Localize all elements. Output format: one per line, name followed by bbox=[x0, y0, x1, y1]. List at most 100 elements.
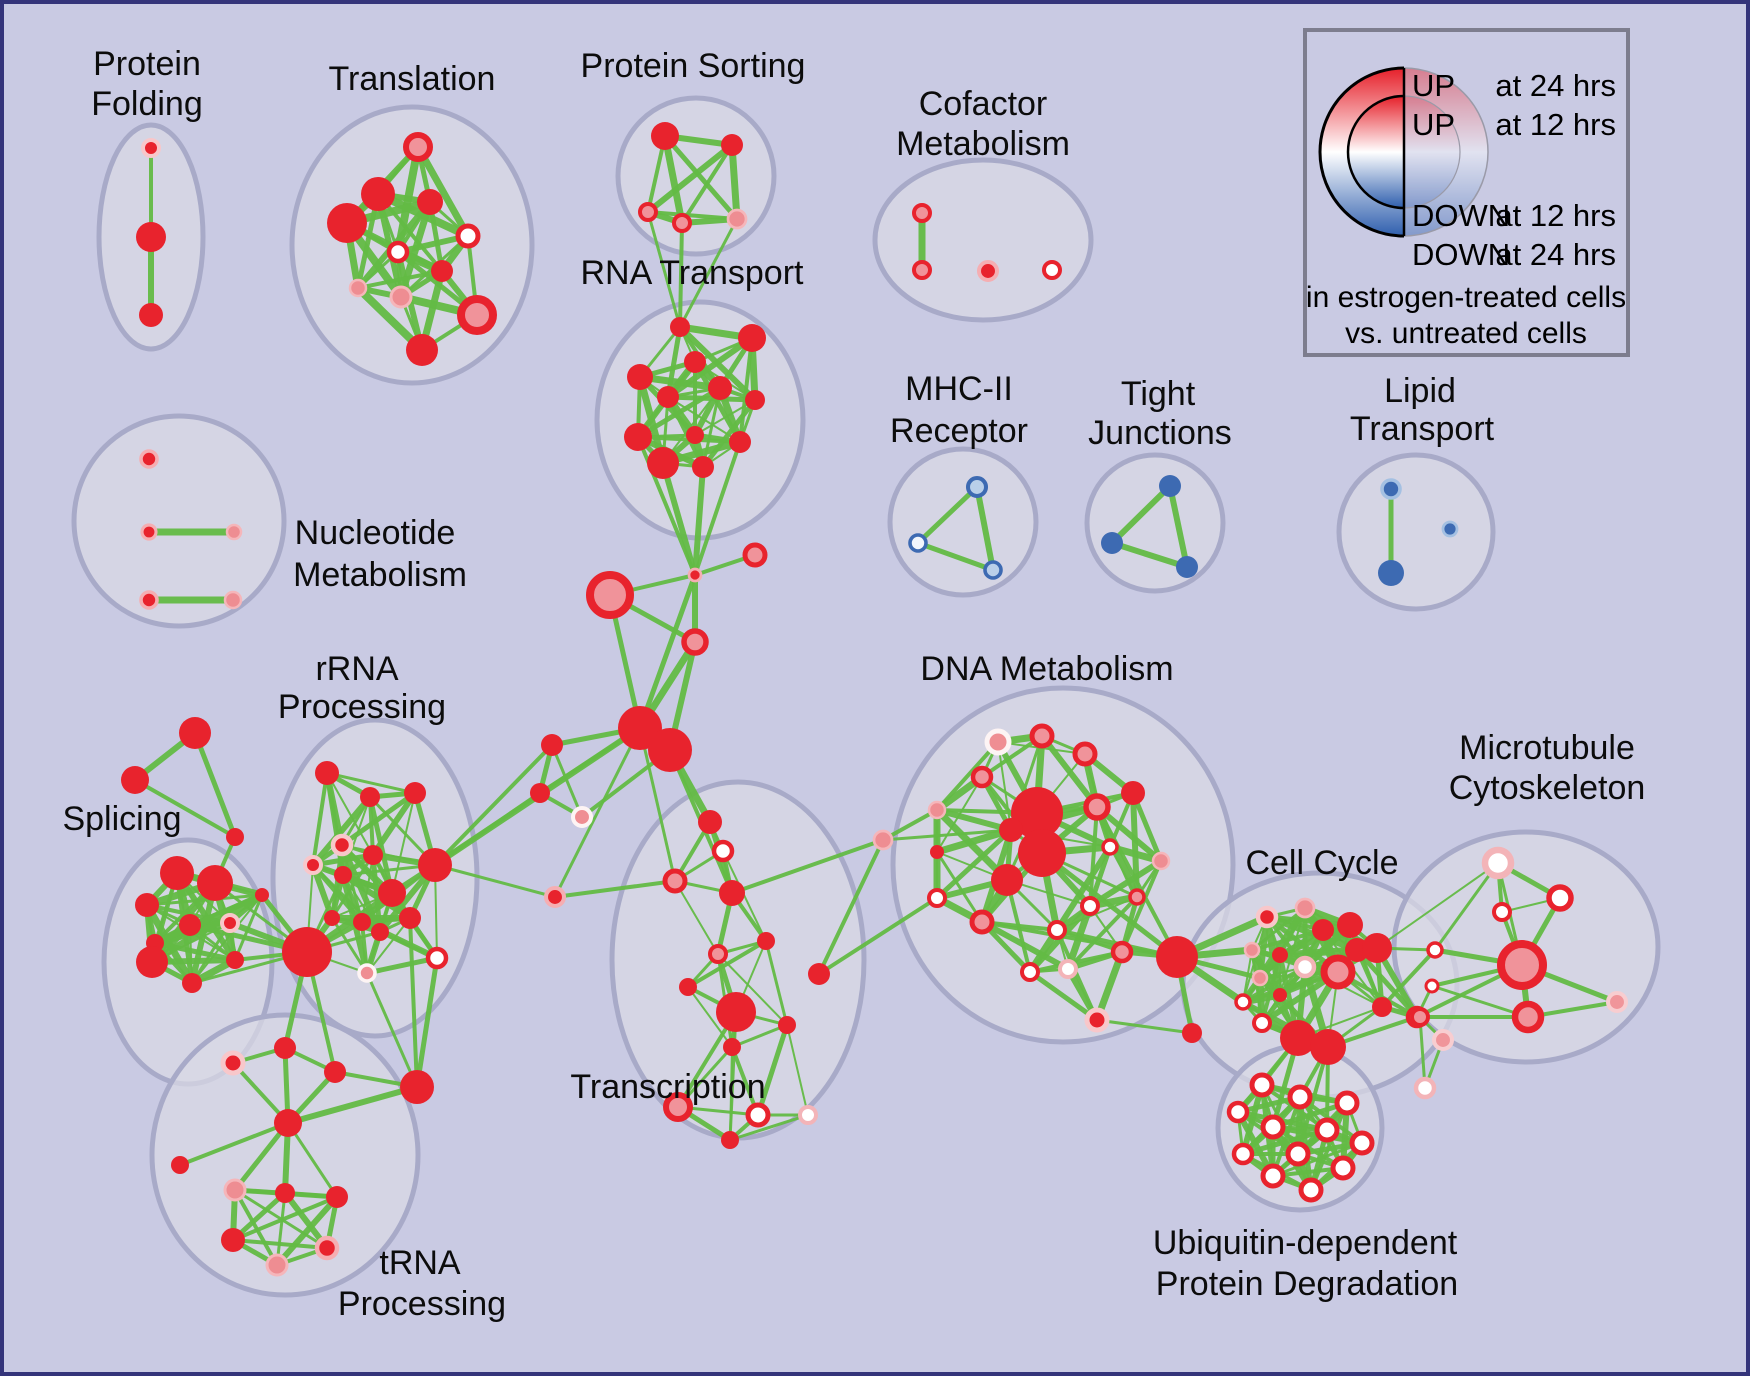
gene-node bbox=[179, 717, 211, 749]
gene-node bbox=[1128, 888, 1146, 906]
edge bbox=[233, 1188, 279, 1267]
gene-node bbox=[1176, 556, 1198, 578]
gene-node bbox=[1182, 1023, 1202, 1043]
gene-node bbox=[348, 278, 368, 298]
gene-node bbox=[687, 567, 703, 583]
gene-node bbox=[723, 1038, 741, 1056]
gene-node bbox=[1018, 829, 1066, 877]
gene-node bbox=[1431, 1028, 1455, 1052]
gene-node bbox=[371, 923, 389, 941]
cluster-label-protein-folding: Folding bbox=[91, 85, 203, 123]
edge bbox=[326, 772, 374, 856]
gene-node bbox=[638, 202, 658, 222]
edge bbox=[645, 142, 735, 215]
edge bbox=[646, 210, 682, 329]
edge bbox=[1130, 790, 1164, 864]
edge bbox=[665, 335, 755, 400]
gene-node bbox=[672, 213, 692, 233]
edge bbox=[755, 1022, 790, 1118]
gene-node bbox=[431, 260, 453, 282]
gene-node bbox=[1047, 920, 1067, 940]
edge bbox=[933, 826, 1015, 856]
edge bbox=[285, 1084, 420, 1126]
gene-node bbox=[1492, 902, 1512, 922]
gene-node bbox=[1101, 838, 1119, 856]
gene-node bbox=[698, 810, 722, 834]
gene-node bbox=[1084, 1007, 1110, 1033]
gene-node bbox=[136, 946, 168, 978]
gene-node bbox=[171, 1156, 189, 1174]
gene-node bbox=[808, 963, 830, 985]
gene-node bbox=[1151, 851, 1171, 871]
gene-node bbox=[708, 376, 732, 400]
gene-node bbox=[255, 888, 269, 902]
legend-time-label: at 24 hrs bbox=[1495, 237, 1616, 272]
edge bbox=[1418, 1015, 1427, 1090]
gene-node bbox=[570, 805, 594, 829]
gene-node bbox=[965, 475, 989, 499]
gene-node bbox=[1226, 1100, 1250, 1124]
legend-box bbox=[1303, 28, 1630, 357]
gene-node bbox=[1058, 959, 1078, 979]
gene-node bbox=[927, 800, 947, 820]
gene-node bbox=[976, 259, 1000, 283]
gene-node bbox=[225, 523, 243, 541]
gene-node bbox=[684, 351, 706, 373]
gene-node bbox=[1424, 978, 1440, 994]
gene-node bbox=[179, 914, 201, 936]
cluster-label-nucleotide-metabolism: Metabolism bbox=[293, 556, 467, 594]
node-layer bbox=[121, 122, 1629, 1277]
edge bbox=[275, 1191, 287, 1267]
gene-node bbox=[872, 829, 894, 851]
edge bbox=[1094, 804, 1164, 864]
gene-node bbox=[586, 571, 634, 619]
legend-direction-label: DOWN bbox=[1412, 198, 1510, 233]
edge bbox=[192, 730, 238, 840]
gene-node bbox=[282, 927, 332, 977]
edge bbox=[1055, 928, 1124, 954]
edge bbox=[1095, 1018, 1194, 1035]
gene-node bbox=[182, 973, 202, 993]
cluster-label-trna-processing: tRNA bbox=[379, 1244, 461, 1282]
gene-node bbox=[1156, 936, 1198, 978]
gene-node bbox=[721, 134, 743, 156]
gene-node bbox=[1426, 941, 1444, 959]
gene-node bbox=[983, 560, 1003, 580]
gene-node bbox=[1605, 990, 1629, 1014]
edge bbox=[665, 394, 758, 403]
edge bbox=[764, 939, 789, 1027]
gene-node bbox=[386, 240, 410, 264]
gene-node bbox=[1410, 1007, 1430, 1027]
gene-node bbox=[275, 1183, 295, 1203]
gene-node bbox=[927, 888, 947, 908]
edge bbox=[1430, 984, 1530, 1019]
cluster-label-cofactor-metabolism: Cofactor bbox=[919, 85, 1048, 123]
gene-node bbox=[1234, 993, 1252, 1011]
edge bbox=[915, 540, 996, 573]
edge bbox=[364, 955, 440, 976]
edge bbox=[935, 850, 984, 924]
gene-node bbox=[670, 317, 690, 337]
edge bbox=[997, 741, 1012, 831]
cluster-label-trna-processing: Processing bbox=[338, 1285, 506, 1323]
gene-node bbox=[1320, 954, 1356, 990]
gene-node bbox=[406, 334, 438, 366]
cluster-label-translation: Translation bbox=[329, 60, 496, 98]
gene-node bbox=[999, 818, 1023, 842]
gene-node bbox=[1378, 560, 1404, 586]
edge bbox=[660, 460, 698, 578]
edge bbox=[145, 893, 264, 907]
edge bbox=[310, 794, 373, 868]
gene-node bbox=[136, 222, 166, 252]
edge bbox=[1242, 949, 1253, 1003]
gene-node bbox=[1260, 1163, 1286, 1189]
edge bbox=[1433, 861, 1500, 952]
gene-node bbox=[648, 728, 692, 772]
legend-time-label: at 12 hrs bbox=[1495, 107, 1616, 142]
cluster-ellipse-mhc-ii-receptor bbox=[887, 446, 1039, 598]
gene-node bbox=[389, 285, 413, 309]
edge bbox=[636, 373, 724, 392]
